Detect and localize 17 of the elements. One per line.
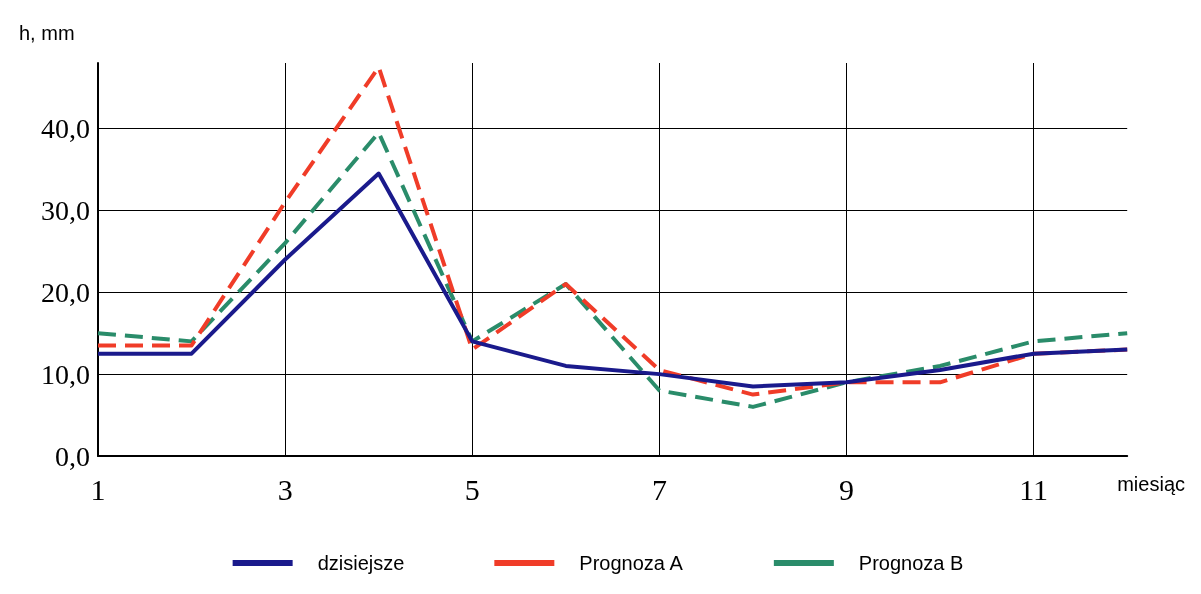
y-tick-label: 40,0 [41,113,90,144]
legend-label: dzisiejsze [317,552,405,574]
x-tick-label: 3 [277,472,293,506]
legend-label: Prognoza A [579,552,684,574]
legend-label: Prognoza B [858,552,964,574]
line-series [96,171,1130,389]
y-tick-label: 30,0 [41,194,90,226]
y-axis-title: h, mm [19,22,75,44]
x-axis-title: miesiąc [1117,473,1185,495]
x-tick-label: 5 [464,472,480,506]
y-tick-label: 20,0 [41,276,90,308]
y-tick-label: 10,0 [41,358,90,390]
x-tick-label: 9 [839,472,855,506]
x-tick-label: 11 [1019,472,1049,506]
x-tick-label: 1 [90,472,106,506]
x-tick-label: 7 [651,472,667,506]
y-tick-label: 0,0 [55,440,90,472]
